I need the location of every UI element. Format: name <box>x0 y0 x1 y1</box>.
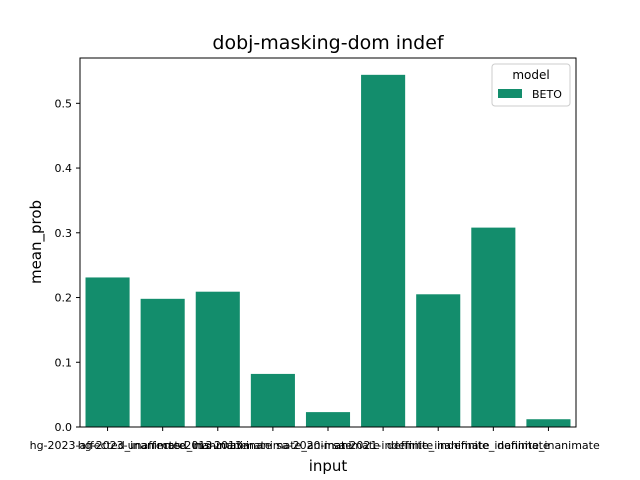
legend-title: model <box>512 68 549 82</box>
x-tick-label: sa-2021-indefinite <box>333 439 433 452</box>
y-tick-label: 0.5 <box>55 97 73 110</box>
x-ticks-group: hg-2023-affected_inanimatehg-2023-unaffe… <box>30 427 600 452</box>
bar <box>195 291 240 427</box>
bar <box>250 373 295 427</box>
chart-title: dobj-masking-dom indef <box>212 32 444 54</box>
x-tick-label: definite_inanimate <box>497 439 600 452</box>
x-tick-label: indefinite_inanimate <box>437 439 550 452</box>
x-tick-label: hg-2023-affected_inanimate <box>30 439 186 452</box>
y-axis-label: mean_prob <box>27 200 46 284</box>
plot-frame <box>79 57 577 428</box>
bar <box>361 74 406 428</box>
y-ticks-group: 0.0 0.1 0.2 0.3 0.4 0.5 <box>55 97 80 434</box>
x-tick-label: hg-2023-unaffected_inanimate <box>78 439 248 452</box>
y-tick-label: 0.1 <box>55 356 73 369</box>
x-tick-label: ms-2013-inanimate <box>164 439 272 452</box>
bar <box>471 227 516 427</box>
bar <box>305 412 351 427</box>
x-tick-label: sa-2020-inanimate <box>276 439 380 452</box>
legend: model BETO <box>491 63 571 107</box>
y-tick-label: 0.0 <box>55 421 73 434</box>
bar <box>526 419 571 427</box>
x-tick-label: ms-2013-inanimate_animate <box>194 439 353 452</box>
bars-group <box>85 74 571 428</box>
y-tick-label: 0.2 <box>55 292 73 305</box>
y-tick-label: 0.3 <box>55 227 73 240</box>
legend-label: BETO <box>532 88 562 101</box>
bar <box>416 294 461 427</box>
bar <box>140 298 185 427</box>
legend-swatch <box>498 89 522 98</box>
y-tick-label: 0.4 <box>55 162 73 175</box>
bar <box>85 277 130 427</box>
x-tick-label: definite_inanimate <box>387 439 490 452</box>
x-axis-label: input <box>309 457 348 475</box>
